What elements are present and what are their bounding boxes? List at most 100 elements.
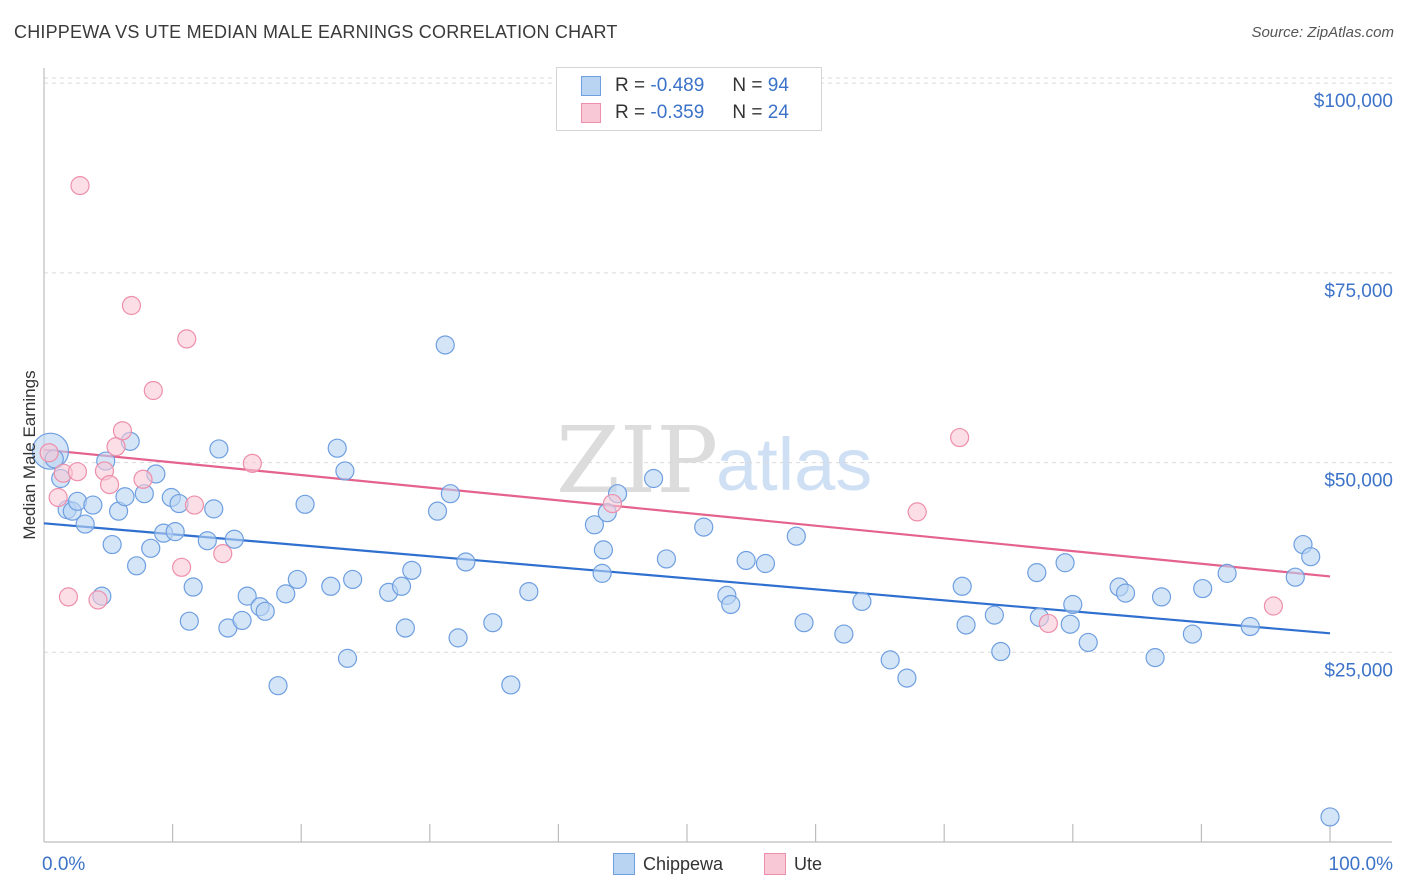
chart-title: CHIPPEWA VS UTE MEDIAN MALE EARNINGS COR… <box>14 22 618 42</box>
chippewa-point <box>102 534 122 555</box>
y-axis-title: Median Male Earnings <box>20 370 39 540</box>
chippewa-point <box>427 501 448 521</box>
chippewa-point <box>1055 553 1075 573</box>
ute-point <box>58 587 79 607</box>
ute-point <box>121 295 142 316</box>
chippewa-point <box>391 576 412 596</box>
stats-legend-row-ute: R = -0.359 N = 24 <box>581 100 789 126</box>
chippewa-point <box>75 514 95 534</box>
legend-ute-label: Ute <box>794 853 823 874</box>
chippewa-r-label: R = <box>615 75 646 96</box>
chippewa-point <box>736 550 756 571</box>
chippewa-point <box>402 560 422 580</box>
ute-point <box>907 502 927 522</box>
stats-legend: R = -0.489 N = 94 R = -0.359 N = 24 <box>556 67 822 131</box>
chippewa-point <box>1027 563 1047 583</box>
chippewa-point <box>295 494 315 514</box>
chippewa-point <box>232 610 252 631</box>
chippewa-point <box>1217 563 1237 583</box>
ute-point <box>1038 613 1058 634</box>
chippewa-point <box>1320 807 1340 827</box>
chippewa-point <box>794 613 814 633</box>
ute-point <box>112 421 133 441</box>
chippewa-point <box>1063 594 1083 615</box>
ute-point <box>184 495 205 515</box>
ute-point <box>67 462 88 482</box>
chippewa-point <box>592 563 612 583</box>
chippewa-point <box>1285 567 1305 587</box>
ute-point <box>99 474 120 495</box>
chippewa-point <box>327 438 347 458</box>
chippewa-swatch <box>581 76 601 96</box>
chippewa-r-value: -0.489 <box>650 75 705 96</box>
ute-point <box>143 380 163 401</box>
ute-point <box>213 544 233 564</box>
chippewa-point <box>237 586 257 606</box>
ute-point <box>1263 596 1284 616</box>
ute-point <box>106 437 126 457</box>
legend-chippewa-swatch <box>613 853 635 875</box>
chippewa-point <box>1193 578 1213 599</box>
chippewa-point <box>952 576 972 596</box>
ute-n-value: 24 <box>767 102 789 123</box>
chippewa-point <box>287 569 307 590</box>
chippewa-point <box>435 335 455 355</box>
ute-point <box>177 329 197 349</box>
ute-r-value: -0.359 <box>650 102 705 123</box>
chippewa-point <box>448 628 468 648</box>
ute-r-label: R = <box>615 102 646 123</box>
chippewa-point <box>126 556 147 576</box>
chippewa-point <box>721 594 741 615</box>
ute-point <box>133 469 153 489</box>
ute-point <box>88 590 108 610</box>
chippewa-n-label: N = <box>732 75 763 96</box>
chippewa-point <box>656 549 677 569</box>
legend-item-chippewa: Chippewa <box>613 852 723 876</box>
chippewa-point <box>321 576 341 596</box>
chippewa-point <box>83 495 103 515</box>
x-tick-label: 100.0% <box>1329 854 1394 875</box>
stats-legend-row-chippewa: R = -0.489 N = 94 <box>581 73 789 99</box>
legend-chippewa-label: Chippewa <box>643 853 724 874</box>
chippewa-point <box>209 439 229 459</box>
chippewa-point <box>1078 632 1098 653</box>
chippewa-point <box>440 484 460 504</box>
y-tick-label: $50,000 <box>1324 471 1393 492</box>
y-tick-labels: $25,000 $50,000 $75,000 $100,000 <box>1314 91 1393 681</box>
chippewa-point <box>343 569 363 590</box>
chippewa-point <box>115 487 135 507</box>
chippewa-point <box>834 624 854 644</box>
chippewa-point <box>141 538 161 558</box>
y-tick-label: $100,000 <box>1314 91 1393 112</box>
chippewa-point <box>255 601 275 621</box>
chippewa-point <box>501 675 521 695</box>
ute-point <box>39 443 59 463</box>
chippewa-point <box>880 650 900 670</box>
chippewa-point <box>584 515 605 535</box>
chippewa-point <box>956 615 976 635</box>
ute-point <box>602 493 623 514</box>
chippewa-point <box>197 531 217 551</box>
chippewa-point <box>786 526 806 546</box>
chippewa-trend-line <box>43 522 1331 635</box>
chippewa-point <box>1151 587 1172 607</box>
chippewa-point <box>1145 648 1165 668</box>
x-tick-label: 0.0% <box>42 854 85 875</box>
chippewa-point <box>179 611 199 631</box>
y-tick-label: $25,000 <box>1324 660 1393 681</box>
chippewa-point <box>593 540 614 560</box>
chippewa-point <box>519 581 539 602</box>
ute-point <box>172 557 192 577</box>
ute-n-label: N = <box>732 102 763 123</box>
chippewa-n-value: 94 <box>767 75 789 96</box>
legend-ute-swatch <box>764 853 786 875</box>
chippewa-point <box>1240 616 1260 637</box>
chippewa-point <box>1301 547 1321 567</box>
chippewa-point <box>268 676 288 696</box>
chippewa-point <box>897 668 917 688</box>
source-label: Source: ZipAtlas.com <box>1251 24 1394 41</box>
chippewa-point <box>204 499 224 519</box>
ute-point <box>242 453 262 473</box>
chippewa-point <box>335 461 355 481</box>
